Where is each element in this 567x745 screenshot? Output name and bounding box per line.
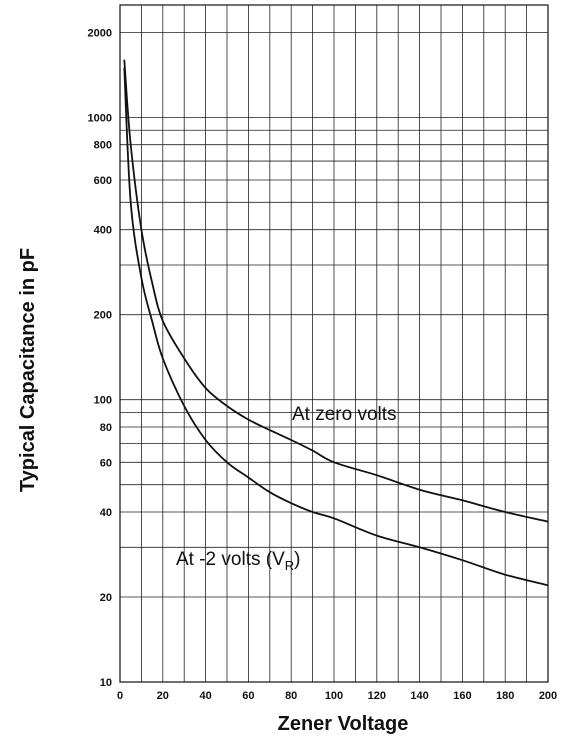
x-tick-label: 140 <box>410 690 428 702</box>
label-at-minus-2-volts: At -2 volts (VR) <box>176 549 300 573</box>
y-tick-label: 1000 <box>88 112 112 124</box>
x-tick-label: 0 <box>117 690 123 702</box>
y-tick-label: 100 <box>94 395 112 407</box>
curves <box>123 59 549 587</box>
x-tick-label: 200 <box>539 690 557 702</box>
label-neg-suffix: ) <box>294 549 300 570</box>
tick-labels: 0 20 40 60 80 100 120 140 160 180 200 10 20 40 60 80 100… <box>88 27 558 702</box>
x-tick-label: 60 <box>242 690 254 702</box>
x-tick-label: 80 <box>285 690 297 702</box>
y-axis-title: Typical Capacitance in pF <box>17 248 39 492</box>
y-tick-label: 20 <box>100 592 112 604</box>
x-tick-label: 160 <box>453 690 471 702</box>
y-tick-label: 200 <box>94 310 112 322</box>
label-at-zero-volts: At zero volts <box>292 404 397 425</box>
plot-frame <box>119 4 549 683</box>
series-line-minus-2-volts <box>123 67 549 587</box>
x-axis-title: Zener Voltage <box>278 713 409 735</box>
x-tick-label: 40 <box>199 690 211 702</box>
label-neg-prefix: At -2 volts (V <box>176 549 285 570</box>
x-tick-label: 20 <box>157 690 169 702</box>
x-tick-label: 180 <box>496 690 514 702</box>
y-tick-label: 40 <box>100 507 112 519</box>
x-tick-label: 100 <box>325 690 343 702</box>
y-tick-label: 600 <box>94 175 112 187</box>
y-tick-label: 60 <box>100 457 112 469</box>
label-neg-subscript: R <box>285 558 294 573</box>
y-tick-label: 400 <box>94 225 112 237</box>
y-tick-label: 10 <box>100 677 112 689</box>
y-tick-label: 2000 <box>88 27 112 39</box>
y-tick-label: 800 <box>94 140 112 152</box>
series-line-zero-volts <box>123 59 549 523</box>
grid-layer <box>119 4 549 683</box>
y-tick-label: 80 <box>100 422 112 434</box>
x-tick-label: 120 <box>368 690 386 702</box>
